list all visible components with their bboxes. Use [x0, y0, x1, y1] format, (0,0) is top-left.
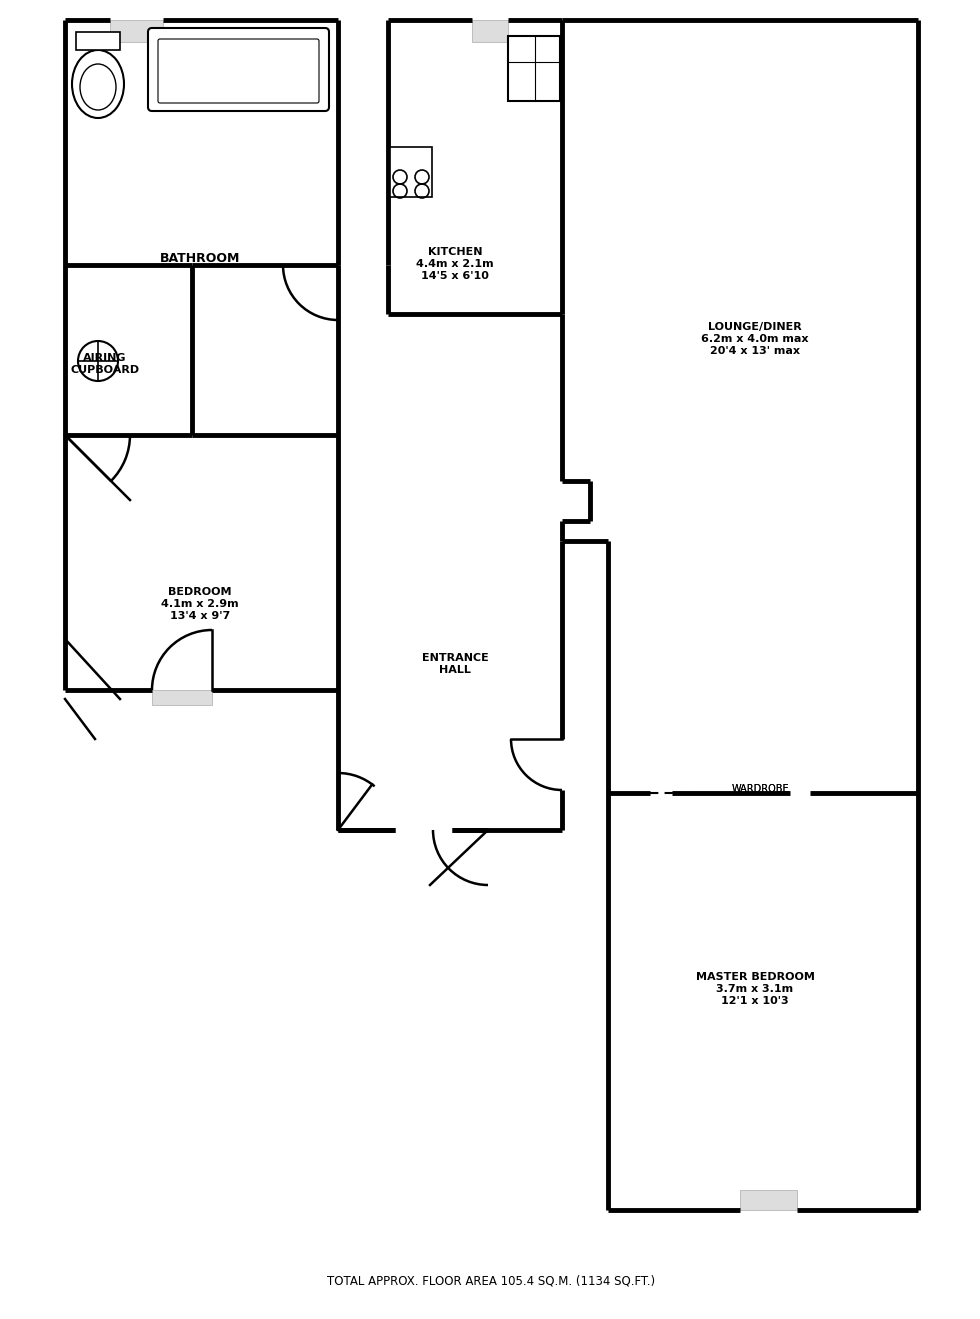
FancyBboxPatch shape: [148, 28, 329, 111]
Text: WARDROBE: WARDROBE: [731, 783, 789, 794]
Ellipse shape: [80, 65, 116, 109]
FancyBboxPatch shape: [158, 40, 319, 103]
Bar: [390, 146, 432, 197]
Text: WARDROBE: WARDROBE: [731, 783, 789, 794]
Bar: [110, 20, 163, 42]
Text: TOTAL APPROX. FLOOR AREA 105.4 SQ.M. (1134 SQ.FT.): TOTAL APPROX. FLOOR AREA 105.4 SQ.M. (11…: [327, 1274, 655, 1287]
Text: ENTRANCE
HALL: ENTRANCE HALL: [421, 653, 488, 675]
Text: AIRING
CUPBOARD: AIRING CUPBOARD: [71, 353, 139, 375]
Text: KITCHEN
4.4m x 2.1m
14'5 x 6'10: KITCHEN 4.4m x 2.1m 14'5 x 6'10: [416, 248, 494, 281]
Ellipse shape: [72, 50, 124, 117]
Bar: [472, 20, 508, 42]
Bar: [508, 36, 560, 102]
Bar: [152, 690, 212, 704]
Text: BATHROOM: BATHROOM: [160, 252, 240, 265]
Bar: [76, 32, 120, 50]
Text: BEDROOM
4.1m x 2.9m
13'4 x 9'7: BEDROOM 4.1m x 2.9m 13'4 x 9'7: [161, 587, 239, 621]
Bar: [740, 1190, 797, 1210]
Text: LOUNGE/DINER
6.2m x 4.0m max
20'4 x 13' max: LOUNGE/DINER 6.2m x 4.0m max 20'4 x 13' …: [702, 322, 808, 356]
Text: MASTER BEDROOM
3.7m x 3.1m
12'1 x 10'3: MASTER BEDROOM 3.7m x 3.1m 12'1 x 10'3: [696, 972, 814, 1005]
